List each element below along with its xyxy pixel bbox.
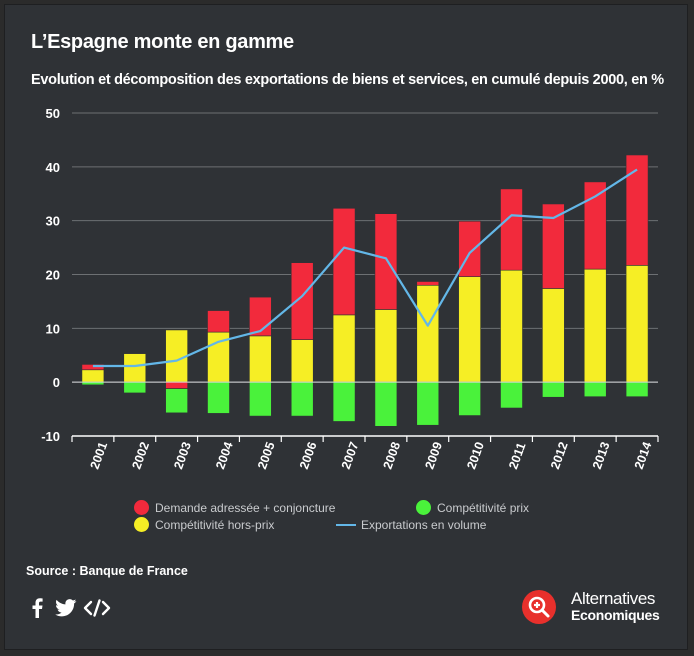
x-tick-label: 2006	[297, 440, 320, 471]
y-tick-label: 0	[53, 375, 60, 390]
legend-swatch-demande	[134, 500, 149, 515]
bar-segment	[583, 381, 607, 398]
legend-label-demande: Demande adressée + conjoncture	[155, 500, 336, 515]
bar-segment	[542, 203, 565, 289]
x-tick-label: 2014	[632, 440, 655, 471]
bar-segment	[207, 381, 230, 414]
bar-segment	[583, 268, 607, 383]
bar-segment	[165, 388, 188, 414]
bar-segment	[374, 309, 398, 383]
legend-swatch-hors-prix	[134, 517, 149, 532]
chart-subtitle: Evolution et décomposition des exportati…	[31, 72, 664, 88]
bar-segment	[542, 381, 565, 398]
legend-item-demande: Demande adressée + conjoncture	[134, 500, 335, 515]
source-note: Source : Banque de France	[26, 564, 188, 578]
x-tick-label: 2002	[129, 440, 152, 471]
bar-segment	[290, 339, 314, 383]
x-tick-label: 2005	[255, 440, 278, 471]
bar-segment	[416, 284, 440, 383]
bar-segment	[625, 265, 649, 383]
bar-segment	[290, 262, 314, 340]
y-tick-label: 30	[46, 214, 60, 229]
chart-title: L’Espagne monte en gamme	[31, 31, 294, 53]
twitter-icon[interactable]	[54, 597, 78, 619]
x-tick-label: 2001	[88, 440, 111, 471]
magnifier-logo-icon	[522, 590, 556, 624]
bar-segment	[332, 381, 356, 422]
x-tick-label: 2013	[590, 440, 613, 471]
legend-item-volume: Exportations en volume	[336, 518, 486, 532]
x-tick-label: 2009	[422, 440, 445, 471]
bar-segment	[332, 207, 356, 316]
bar-segment	[583, 181, 607, 270]
legend-item-hors-prix: Compétitivité hors-prix	[134, 517, 274, 532]
brand-logo[interactable]: Alternatives Economiques	[522, 587, 672, 627]
y-tick-label: 50	[46, 106, 60, 121]
bar-segment	[374, 213, 398, 310]
bar-segment	[249, 335, 272, 383]
legend-label-hors-prix: Compétitivité hors-prix	[155, 517, 275, 532]
bar-segment	[500, 188, 523, 271]
volume-line	[92, 168, 638, 368]
bar-segment	[374, 381, 398, 427]
bar-segment	[500, 381, 523, 409]
bar-segment	[500, 269, 523, 383]
legend-label-volume: Exportations en volume	[361, 518, 487, 532]
y-tick-label: 10	[46, 321, 60, 336]
brand-name-line2: Economiques	[571, 607, 660, 623]
x-tick-label: 2004	[213, 440, 236, 471]
bar-segment	[542, 288, 565, 383]
bar-segment	[81, 369, 105, 383]
bar-segment	[332, 314, 356, 383]
bar-segment	[123, 381, 147, 394]
y-tick-label: 40	[46, 160, 60, 175]
x-tick-label: 2003	[171, 440, 194, 471]
bar-segment	[123, 353, 147, 383]
facebook-icon[interactable]	[28, 597, 46, 619]
x-tick-label: 2012	[548, 440, 571, 471]
bar-segment	[416, 381, 440, 426]
x-tick-label: 2010	[464, 440, 487, 471]
bar-segment	[625, 381, 649, 398]
brand-name-line1: Alternatives	[571, 589, 656, 608]
bar-segment	[458, 276, 481, 383]
bar-segment	[207, 310, 230, 333]
bar-segment	[625, 154, 649, 266]
embed-code-icon[interactable]	[83, 597, 111, 619]
legend-item-prix: Compétitivité prix	[416, 500, 529, 515]
x-tick-label: 2011	[506, 441, 528, 471]
x-tick-label: 2008	[381, 440, 404, 471]
legend-label-prix: Compétitivité prix	[437, 500, 530, 515]
y-tick-label: -10	[41, 429, 60, 444]
bar-segment	[458, 381, 481, 416]
x-tick-label: 2007	[339, 440, 362, 471]
y-tick-label: 20	[46, 268, 60, 283]
bar-segment	[290, 381, 314, 417]
legend-swatch-volume	[336, 524, 356, 526]
bar-segment	[165, 381, 188, 389]
bar-segment	[416, 281, 440, 286]
legend-swatch-prix	[416, 500, 431, 515]
bar-segment	[249, 381, 272, 417]
